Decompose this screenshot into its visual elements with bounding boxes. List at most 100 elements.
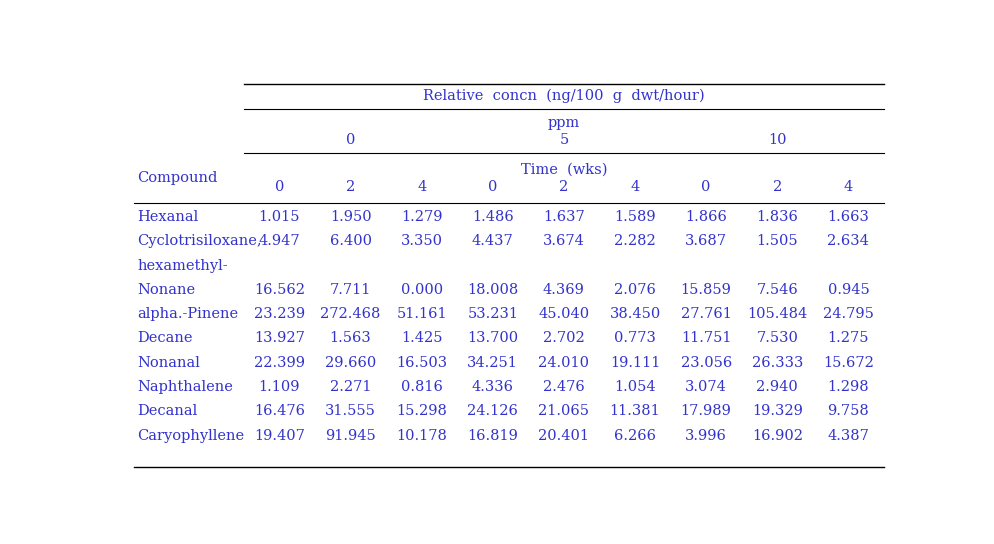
Text: 3.996: 3.996 — [685, 429, 727, 443]
Text: 45.040: 45.040 — [538, 307, 588, 321]
Text: 2: 2 — [559, 180, 568, 194]
Text: 11.751: 11.751 — [680, 331, 731, 345]
Text: 10: 10 — [767, 133, 785, 147]
Text: 22.399: 22.399 — [253, 356, 304, 370]
Text: Naphthalene: Naphthalene — [137, 380, 234, 394]
Text: 4.369: 4.369 — [543, 283, 584, 297]
Text: 0: 0 — [274, 180, 284, 194]
Text: 7.530: 7.530 — [755, 331, 797, 345]
Text: Relative  concn  (ng/100  g  dwt/hour): Relative concn (ng/100 g dwt/hour) — [422, 88, 704, 103]
Text: Decanal: Decanal — [137, 404, 198, 418]
Text: 10.178: 10.178 — [396, 429, 446, 443]
Text: 2.282: 2.282 — [613, 234, 655, 248]
Text: 2.634: 2.634 — [827, 234, 869, 248]
Text: 1.563: 1.563 — [329, 331, 371, 345]
Text: Caryophyllene: Caryophyllene — [137, 429, 245, 443]
Text: 1.866: 1.866 — [685, 210, 727, 224]
Text: 5: 5 — [559, 133, 568, 147]
Text: ppm: ppm — [548, 116, 580, 130]
Text: 16.902: 16.902 — [751, 429, 802, 443]
Text: 24.795: 24.795 — [822, 307, 873, 321]
Text: 2.940: 2.940 — [755, 380, 797, 394]
Text: 15.298: 15.298 — [396, 404, 446, 418]
Text: 1.663: 1.663 — [827, 210, 869, 224]
Text: 1.279: 1.279 — [401, 210, 442, 224]
Text: 2.702: 2.702 — [543, 331, 584, 345]
Text: 0: 0 — [488, 180, 497, 194]
Text: 23.056: 23.056 — [680, 356, 731, 370]
Text: 18.008: 18.008 — [467, 283, 518, 297]
Text: 19.407: 19.407 — [253, 429, 304, 443]
Text: 31.555: 31.555 — [325, 404, 376, 418]
Text: 29.660: 29.660 — [325, 356, 376, 370]
Text: 15.859: 15.859 — [680, 283, 731, 297]
Text: 1.836: 1.836 — [755, 210, 797, 224]
Text: 51.161: 51.161 — [396, 307, 446, 321]
Text: 272.468: 272.468 — [320, 307, 381, 321]
Text: 1.275: 1.275 — [827, 331, 868, 345]
Text: 17.989: 17.989 — [680, 404, 731, 418]
Text: 0: 0 — [346, 133, 355, 147]
Text: 24.010: 24.010 — [538, 356, 588, 370]
Text: 20.401: 20.401 — [538, 429, 588, 443]
Text: 4.387: 4.387 — [827, 429, 869, 443]
Text: 19.111: 19.111 — [609, 356, 660, 370]
Text: 24.126: 24.126 — [467, 404, 518, 418]
Text: 4: 4 — [630, 180, 639, 194]
Text: 9.758: 9.758 — [827, 404, 869, 418]
Text: 53.231: 53.231 — [467, 307, 518, 321]
Text: 34.251: 34.251 — [467, 356, 518, 370]
Text: 2: 2 — [346, 180, 355, 194]
Text: Compound: Compound — [137, 171, 218, 185]
Text: 2.476: 2.476 — [543, 380, 584, 394]
Text: 1.298: 1.298 — [827, 380, 869, 394]
Text: 7.546: 7.546 — [755, 283, 797, 297]
Text: 4.947: 4.947 — [258, 234, 300, 248]
Text: Time  (wks): Time (wks) — [520, 162, 606, 176]
Text: 16.562: 16.562 — [253, 283, 304, 297]
Text: 3.687: 3.687 — [685, 234, 727, 248]
Text: 1.505: 1.505 — [755, 234, 797, 248]
Text: 27.761: 27.761 — [680, 307, 731, 321]
Text: 1.486: 1.486 — [471, 210, 513, 224]
Text: Hexanal: Hexanal — [137, 210, 199, 224]
Text: 13.927: 13.927 — [253, 331, 304, 345]
Text: 0.773: 0.773 — [613, 331, 655, 345]
Text: 7.711: 7.711 — [330, 283, 371, 297]
Text: Decane: Decane — [137, 331, 193, 345]
Text: 4.437: 4.437 — [471, 234, 513, 248]
Text: 19.329: 19.329 — [751, 404, 802, 418]
Text: 4: 4 — [843, 180, 852, 194]
Text: 15.672: 15.672 — [822, 356, 873, 370]
Text: 13.700: 13.700 — [467, 331, 518, 345]
Text: 23.239: 23.239 — [253, 307, 305, 321]
Text: Cyclotrisiloxane,: Cyclotrisiloxane, — [137, 234, 261, 248]
Text: 16.819: 16.819 — [467, 429, 518, 443]
Text: 0: 0 — [701, 180, 710, 194]
Text: 1.637: 1.637 — [543, 210, 584, 224]
Text: 1.109: 1.109 — [258, 380, 300, 394]
Text: Nonane: Nonane — [137, 283, 196, 297]
Text: 1.425: 1.425 — [401, 331, 442, 345]
Text: 1.015: 1.015 — [258, 210, 300, 224]
Text: 1.589: 1.589 — [613, 210, 655, 224]
Text: 6.400: 6.400 — [329, 234, 371, 248]
Text: 11.381: 11.381 — [609, 404, 660, 418]
Text: 16.476: 16.476 — [253, 404, 304, 418]
Text: 4: 4 — [416, 180, 425, 194]
Text: 2.076: 2.076 — [613, 283, 655, 297]
Text: 4.336: 4.336 — [471, 380, 513, 394]
Text: 3.674: 3.674 — [543, 234, 584, 248]
Text: 91.945: 91.945 — [325, 429, 376, 443]
Text: 1.950: 1.950 — [329, 210, 371, 224]
Text: Nonanal: Nonanal — [137, 356, 200, 370]
Text: 3.074: 3.074 — [685, 380, 727, 394]
Text: hexamethyl-: hexamethyl- — [137, 258, 228, 273]
Text: 38.450: 38.450 — [608, 307, 660, 321]
Text: 3.350: 3.350 — [401, 234, 442, 248]
Text: 2: 2 — [772, 180, 781, 194]
Text: 16.503: 16.503 — [396, 356, 446, 370]
Text: 2.271: 2.271 — [329, 380, 371, 394]
Text: 21.065: 21.065 — [538, 404, 588, 418]
Text: alpha.-Pinene: alpha.-Pinene — [137, 307, 239, 321]
